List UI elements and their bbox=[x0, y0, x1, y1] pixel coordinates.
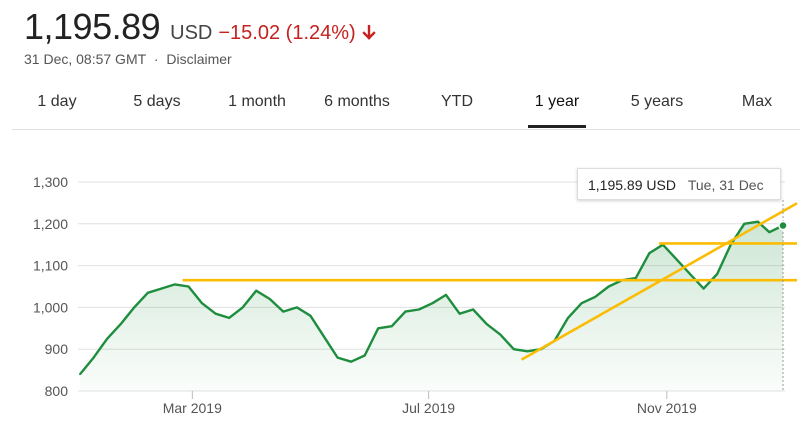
tab-label: 6 months bbox=[324, 93, 390, 110]
tab-label: 1 year bbox=[534, 93, 580, 110]
price-point bbox=[404, 310, 407, 313]
quote-timestamp: 31 Dec, 08:57 GMT bbox=[24, 51, 146, 67]
price-point bbox=[187, 285, 190, 288]
tab-1-year[interactable]: 1 year bbox=[528, 82, 586, 128]
tab-ytd[interactable]: YTD bbox=[441, 82, 473, 128]
price-point bbox=[689, 273, 691, 275]
price-point bbox=[228, 316, 231, 319]
tab-1-month[interactable]: 1 month bbox=[228, 82, 286, 128]
quote-timestamp-line: 31 Dec, 08:57 GMT · Disclaimer bbox=[24, 51, 232, 67]
price-point bbox=[92, 356, 95, 359]
price-point bbox=[336, 356, 339, 359]
price-point bbox=[594, 296, 597, 298]
price-point bbox=[526, 350, 529, 353]
x-tick-label: Nov 2019 bbox=[637, 400, 697, 416]
tab-label: Max bbox=[741, 93, 773, 110]
y-tick-label: 1,000 bbox=[33, 299, 68, 315]
separator-dot: · bbox=[153, 51, 159, 67]
price-point bbox=[173, 283, 176, 286]
price-point bbox=[350, 360, 353, 363]
price-point bbox=[567, 316, 569, 319]
price-point bbox=[768, 231, 771, 234]
price-point bbox=[418, 308, 420, 311]
current-price: 1,195.89 bbox=[24, 6, 161, 47]
y-tick-label: 900 bbox=[45, 341, 69, 357]
tab-label: 5 days bbox=[133, 93, 181, 110]
y-tick-label: 800 bbox=[45, 383, 69, 399]
price-point bbox=[377, 327, 380, 330]
price-point bbox=[282, 310, 285, 313]
trendline bbox=[520, 202, 798, 361]
tab-max[interactable]: Max bbox=[742, 82, 772, 128]
price-point bbox=[323, 335, 325, 338]
range-tabs: 1 day 5 days 1 month 6 months YTD 1 year… bbox=[0, 82, 800, 128]
y-tick-label: 1,200 bbox=[33, 216, 68, 232]
price-point bbox=[160, 287, 163, 290]
price-point bbox=[363, 354, 366, 357]
tab-label: 5 years bbox=[630, 93, 684, 110]
hover-point bbox=[778, 220, 788, 231]
price-point bbox=[255, 289, 258, 292]
price-point bbox=[309, 314, 312, 317]
price-point bbox=[472, 308, 475, 311]
price-point bbox=[445, 293, 447, 296]
disclaimer-link[interactable]: Disclaimer bbox=[166, 51, 232, 67]
price-point bbox=[458, 312, 461, 315]
tab-label: 1 month bbox=[228, 93, 286, 110]
tabs-divider bbox=[12, 129, 800, 130]
tooltip-date: Tue, 31 Dec bbox=[687, 177, 764, 193]
price-point bbox=[607, 285, 610, 288]
price-point bbox=[431, 302, 434, 305]
price-point bbox=[79, 373, 81, 376]
price-point bbox=[201, 302, 203, 305]
price-area-fill bbox=[80, 221, 783, 391]
quote-header: 1,195.89 USD −15.02 (1.24%) bbox=[24, 6, 376, 48]
y-tick-label: 1,100 bbox=[33, 258, 68, 274]
price-point bbox=[702, 287, 705, 290]
price-point bbox=[133, 306, 136, 309]
tab-label: YTD bbox=[441, 93, 473, 110]
tab-label: 1 day bbox=[37, 93, 77, 110]
price-point bbox=[119, 323, 122, 326]
price-change: −15.02 (1.24%) bbox=[218, 22, 356, 44]
price-point bbox=[634, 277, 637, 280]
price-point bbox=[214, 312, 217, 315]
tab-5-days[interactable]: 5 days bbox=[133, 82, 180, 128]
currency-code: USD bbox=[170, 22, 213, 44]
arrow-down-icon bbox=[362, 25, 376, 40]
price-point bbox=[499, 333, 502, 336]
price-point bbox=[268, 298, 271, 300]
price-point bbox=[743, 222, 746, 225]
tab-1-day[interactable]: 1 day bbox=[37, 82, 76, 128]
price-point bbox=[675, 258, 678, 261]
price-point bbox=[146, 291, 149, 294]
x-tick-label: Jul 2019 bbox=[402, 400, 455, 416]
price-point bbox=[106, 337, 109, 340]
y-tick-label: 1,300 bbox=[33, 174, 68, 190]
price-point bbox=[648, 252, 651, 254]
price-point bbox=[512, 348, 515, 351]
price-point bbox=[716, 273, 719, 275]
price-point bbox=[296, 306, 298, 309]
tab-6-months[interactable]: 6 months bbox=[324, 82, 390, 128]
price-point bbox=[241, 306, 244, 309]
price-point bbox=[580, 302, 583, 305]
tooltip-value: 1,195.89 USD bbox=[588, 177, 676, 193]
price-point bbox=[756, 220, 759, 223]
tab-5-years[interactable]: 5 years bbox=[631, 82, 683, 128]
hover-tooltip: 1,195.89 USD Tue, 31 Dec bbox=[577, 168, 781, 200]
price-point bbox=[390, 325, 393, 328]
x-tick-label: Mar 2019 bbox=[163, 400, 222, 416]
price-point bbox=[485, 323, 488, 326]
